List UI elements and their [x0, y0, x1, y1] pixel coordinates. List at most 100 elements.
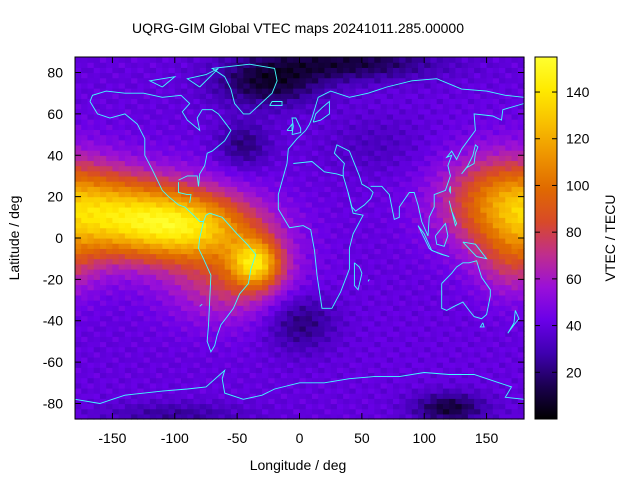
- heatmap-cell: [399, 346, 407, 353]
- heatmap-cell: [417, 57, 425, 63]
- heatmap-cell: [336, 320, 344, 327]
- heatmap-cell: [268, 119, 276, 125]
- heatmap-cell: [174, 351, 182, 358]
- heatmap-cell: [280, 98, 288, 105]
- heatmap-cell: [474, 119, 481, 125]
- heatmap-cell: [349, 144, 357, 151]
- heatmap-cell: [168, 331, 176, 337]
- heatmap-cell: [243, 346, 251, 353]
- heatmap-cell: [131, 98, 138, 105]
- heatmap-cell: [355, 98, 363, 105]
- heatmap-cell: [499, 139, 506, 146]
- heatmap-cell: [124, 253, 132, 260]
- heatmap-cell: [124, 108, 132, 115]
- heatmap-cell: [293, 403, 301, 410]
- heatmap-cell: [212, 331, 220, 337]
- heatmap-cell: [486, 72, 494, 79]
- heatmap-cell: [75, 305, 82, 311]
- heatmap-cell: [324, 212, 332, 218]
- heatmap-cell: [393, 387, 400, 394]
- heatmap-cell: [343, 170, 350, 177]
- heatmap-cell: [81, 356, 89, 363]
- heatmap-cell: [168, 175, 176, 182]
- heatmap-cell: [499, 284, 506, 291]
- heatmap-cell: [336, 196, 344, 203]
- heatmap-cell: [268, 320, 276, 327]
- heatmap-cell: [106, 258, 114, 265]
- heatmap-cell: [417, 170, 425, 177]
- heatmap-cell: [455, 377, 463, 384]
- heatmap-cell: [280, 119, 288, 125]
- heatmap-cell: [224, 175, 232, 182]
- heatmap-cell: [237, 356, 244, 363]
- heatmap-cell: [293, 129, 301, 136]
- heatmap-cell: [480, 67, 488, 74]
- heatmap-cell: [280, 93, 288, 99]
- heatmap-cell: [168, 119, 176, 125]
- heatmap-cell: [99, 310, 107, 317]
- heatmap-cell: [311, 134, 319, 141]
- heatmap-cell: [199, 387, 207, 394]
- heatmap-cell: [511, 258, 519, 265]
- heatmap-cell: [511, 227, 519, 234]
- heatmap-cell: [137, 269, 145, 275]
- heatmap-cell: [124, 243, 132, 249]
- heatmap-cell: [156, 284, 163, 291]
- heatmap-cell: [112, 139, 120, 146]
- heatmap-cell: [349, 103, 357, 110]
- heatmap-cell: [311, 165, 319, 172]
- heatmap-cell: [93, 134, 101, 141]
- heatmap-cell: [393, 232, 400, 239]
- heatmap-cell: [361, 274, 369, 280]
- heatmap-cell: [361, 196, 369, 203]
- heatmap-cell: [124, 248, 132, 255]
- heatmap-cell: [255, 124, 263, 130]
- heatmap-cell: [324, 258, 332, 265]
- heatmap-cell: [243, 119, 251, 125]
- heatmap-cell: [492, 403, 500, 410]
- heatmap-cell: [311, 170, 319, 177]
- heatmap-cell: [193, 113, 201, 120]
- heatmap-cell: [405, 258, 413, 265]
- heatmap-cell: [124, 62, 132, 68]
- heatmap-cell: [480, 336, 488, 343]
- heatmap-cell: [467, 341, 475, 348]
- heatmap-cell: [374, 398, 382, 405]
- heatmap-cell: [399, 206, 407, 213]
- heatmap-cell: [137, 165, 145, 172]
- heatmap-cell: [311, 403, 319, 410]
- heatmap-cell: [162, 253, 170, 260]
- heatmap-cell: [374, 336, 382, 343]
- heatmap-cell: [305, 320, 313, 327]
- heatmap-cell: [343, 382, 350, 389]
- heatmap-cell: [249, 72, 257, 79]
- heatmap-cell: [511, 393, 519, 399]
- heatmap-cell: [505, 139, 513, 146]
- heatmap-cell: [212, 258, 220, 265]
- heatmap-cell: [193, 263, 201, 270]
- heatmap-cell: [143, 124, 151, 130]
- heatmap-cell: [430, 119, 438, 125]
- heatmap-cell: [93, 258, 101, 265]
- heatmap-cell: [255, 98, 263, 105]
- heatmap-cell: [436, 398, 444, 405]
- heatmap-cell: [299, 403, 307, 410]
- heatmap-cell: [474, 181, 481, 187]
- heatmap-cell: [424, 113, 432, 120]
- heatmap-cell: [287, 170, 294, 177]
- heatmap-cell: [380, 232, 388, 239]
- heatmap-cell: [455, 331, 463, 337]
- heatmap-cell: [112, 289, 120, 296]
- heatmap-cell: [81, 351, 89, 358]
- heatmap-cell: [143, 186, 151, 193]
- heatmap-cell: [436, 88, 444, 94]
- heatmap-cell: [118, 77, 126, 84]
- heatmap-cell: [106, 253, 114, 260]
- heatmap-cell: [330, 279, 338, 286]
- heatmap-cell: [305, 98, 313, 105]
- heatmap-cell: [411, 279, 419, 286]
- heatmap-cell: [174, 155, 182, 162]
- heatmap-cell: [124, 82, 132, 89]
- heatmap-cell: [187, 362, 195, 368]
- heatmap-cell: [393, 191, 400, 198]
